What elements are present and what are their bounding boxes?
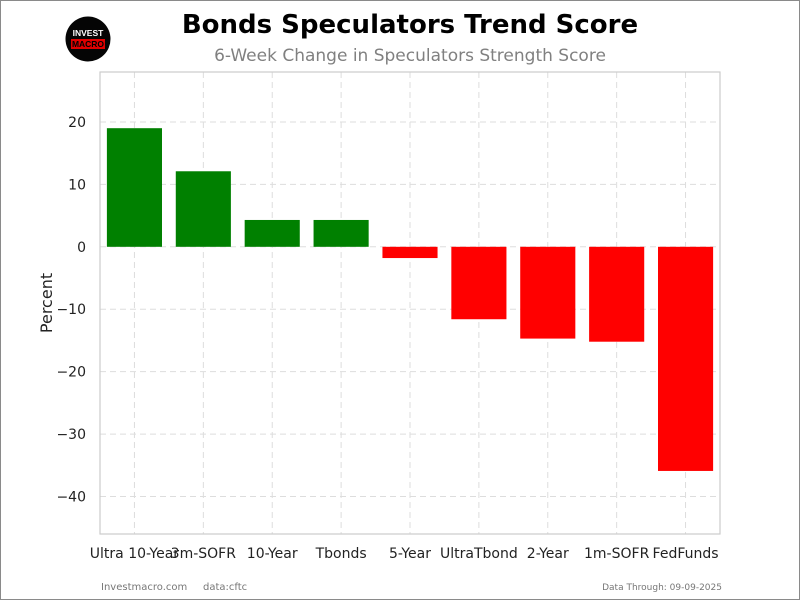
bar-ultra-10-year (106, 128, 162, 247)
y-axis-label: Percent (37, 273, 56, 333)
plot-area-border (99, 71, 721, 535)
x-tick-label: Ultra 10-Year (90, 546, 180, 562)
y-tick-label: −40 (56, 490, 86, 506)
x-tick-label: 3m-SOFR (171, 546, 237, 562)
y-tick-label: −30 (56, 427, 86, 443)
x-tick-label: Tbonds (315, 546, 367, 562)
bar-ultratbond (451, 246, 507, 320)
x-tick-label: 10-Year (247, 546, 298, 562)
bar-fedfunds (658, 246, 714, 471)
footer-data-through: Data Through: 09-09-2025 (602, 583, 722, 593)
y-tick-label: −20 (56, 365, 86, 381)
y-tick-label: −10 (56, 302, 86, 318)
bar-tbonds (313, 219, 369, 247)
bar-1m-sofr (589, 246, 645, 342)
x-tick-label: 1m-SOFR (584, 546, 650, 562)
y-tick-label: 10 (68, 177, 86, 193)
bar-5-year (382, 246, 438, 259)
investmacro-logo: INVEST MACRO (65, 16, 111, 62)
footer-source: data:cftc (203, 582, 248, 593)
logo-text-macro: MACRO (72, 39, 104, 49)
logo-text-invest: INVEST (73, 28, 105, 38)
footer-site: Investmacro.com (101, 582, 188, 593)
x-tick-label: 2-Year (527, 546, 569, 562)
y-tick-label: 0 (77, 240, 86, 256)
x-tick-label: FedFunds (653, 546, 719, 562)
x-tick-label: UltraTbond (440, 546, 518, 562)
bar-10-year (244, 219, 300, 247)
chart-title: Bonds Speculators Trend Score (181, 10, 639, 40)
y-tick-label: 20 (68, 115, 86, 131)
x-tick-label: 5-Year (389, 546, 431, 562)
bar-3m-sofr (175, 171, 231, 247)
bar-2-year (520, 246, 576, 339)
chart-subtitle: 6-Week Change in Speculators Strength Sc… (214, 46, 606, 66)
